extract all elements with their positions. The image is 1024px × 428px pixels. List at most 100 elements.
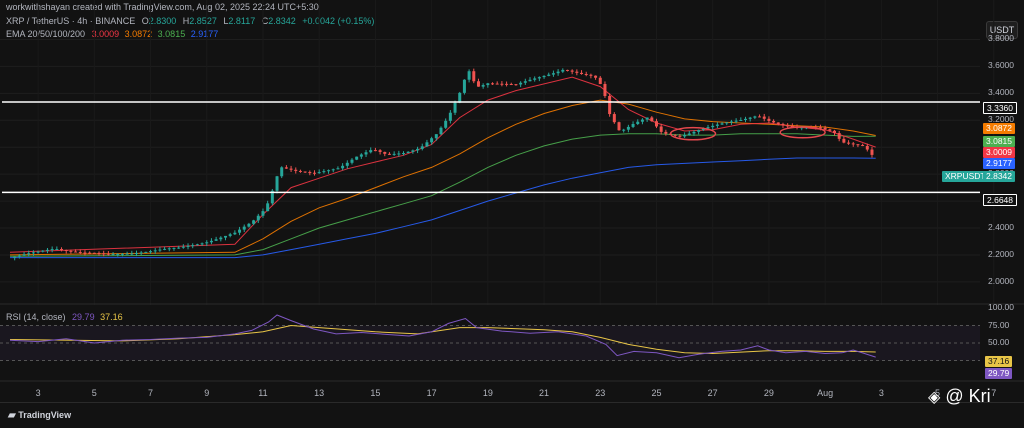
- open-value: 2.8300: [148, 16, 177, 26]
- candle-body: [45, 249, 49, 251]
- rsi-value: 29.79: [72, 312, 95, 322]
- candle-body: [139, 252, 143, 254]
- candle-body: [622, 129, 626, 131]
- candle-body: [144, 251, 148, 253]
- candle-body: [252, 220, 256, 224]
- candle-body: [505, 83, 509, 85]
- open-label: O: [141, 16, 149, 26]
- time-tick-label: 15: [370, 388, 381, 398]
- candle-body: [837, 133, 841, 139]
- candle-body: [134, 253, 138, 255]
- candle-body: [500, 83, 504, 85]
- candle-body: [64, 249, 68, 251]
- candle-body: [772, 120, 776, 123]
- ema200-price-tag: 2.9177: [983, 158, 1015, 169]
- time-tick-label: 9: [204, 388, 210, 398]
- candle-body: [411, 150, 415, 152]
- candle-body: [31, 252, 35, 254]
- highlight-zone-0: [669, 126, 717, 141]
- candle-body: [683, 135, 687, 137]
- candle-body: [612, 114, 616, 123]
- candle-body: [781, 123, 785, 126]
- price-tick-label: 3.8000: [988, 33, 1014, 44]
- candle-body: [767, 118, 771, 121]
- candle-body: [336, 168, 340, 170]
- candle-body: [556, 71, 560, 74]
- candle-body: [706, 127, 710, 129]
- time-tick-label: 5: [935, 388, 941, 398]
- ema-legend[interactable]: EMA 20/50/100/200 3.0009 3.0872 3.0815 2…: [6, 29, 218, 39]
- candle-body: [575, 71, 579, 73]
- candle-body: [153, 250, 157, 252]
- rsi-line: [9, 314, 876, 359]
- candle-body: [551, 73, 555, 75]
- candle-body: [219, 237, 223, 240]
- candle-body: [200, 243, 204, 245]
- candle-body: [509, 83, 513, 85]
- candle-body: [92, 252, 96, 254]
- candle-body: [383, 151, 387, 154]
- ema200-value: 2.9177: [190, 29, 219, 39]
- candle-body: [673, 134, 677, 136]
- footer-bar: [0, 402, 1024, 428]
- rsi-legend[interactable]: RSI (14, close) 29.79 37.16: [6, 312, 123, 322]
- candle-body: [565, 69, 569, 71]
- tradingview-branding[interactable]: ▰ TradingView: [8, 410, 71, 421]
- candle-body: [847, 142, 851, 144]
- high-label: H: [182, 16, 190, 26]
- rsi-chart[interactable]: [0, 304, 1024, 382]
- rsi-tick-label: 100.00: [988, 302, 1014, 312]
- candle-body: [322, 171, 326, 173]
- candle-body: [790, 126, 794, 128]
- candle-body: [261, 211, 265, 216]
- candle-body: [120, 253, 124, 255]
- candle-body: [308, 172, 312, 174]
- candle-body: [580, 72, 584, 74]
- candle-body: [476, 81, 480, 87]
- candle-body: [514, 84, 518, 86]
- time-tick-label: 7: [991, 388, 997, 398]
- candle-body: [645, 117, 649, 120]
- candle-body: [350, 159, 354, 163]
- candle-body: [828, 129, 832, 131]
- candle-body: [547, 74, 551, 76]
- candle-body: [186, 245, 190, 247]
- candle-body: [303, 171, 307, 173]
- watermark: ◈ @ Kri: [928, 386, 991, 407]
- candle-body: [870, 149, 874, 155]
- candle-body: [181, 246, 185, 248]
- candle-body: [786, 125, 790, 127]
- candle-body: [743, 118, 747, 121]
- candle-body: [594, 75, 598, 78]
- candle-body: [36, 251, 40, 253]
- candle-body: [589, 74, 593, 76]
- candle-body: [650, 117, 654, 122]
- candle-body: [762, 116, 766, 119]
- candle-body: [125, 253, 129, 255]
- candle-body: [345, 162, 349, 166]
- candle-body: [406, 151, 410, 154]
- candle-body: [373, 150, 377, 152]
- price-tick-label: 2.2000: [988, 248, 1014, 259]
- candle-body: [861, 145, 865, 147]
- candle-body: [626, 126, 630, 130]
- candle-body: [491, 83, 495, 85]
- ema100-price-tag: 3.0815: [983, 136, 1015, 147]
- price-tick-label: 3.4000: [988, 87, 1014, 98]
- price-tick-label: 2.4000: [988, 222, 1014, 232]
- candle-body: [317, 172, 321, 174]
- candle-body: [448, 112, 452, 121]
- candle-body: [402, 153, 406, 155]
- candle-body: [88, 252, 92, 254]
- candle-body: [748, 117, 752, 119]
- candle-body: [172, 247, 176, 249]
- candle-body: [725, 122, 729, 124]
- candle-body: [247, 223, 251, 227]
- symbol-price-tag: XRPUSDT: [942, 171, 989, 182]
- watermark-text: @ Kri: [945, 386, 991, 406]
- tradingview-logo-icon: ▰: [8, 410, 16, 421]
- price-chart[interactable]: [0, 0, 1024, 305]
- candle-body: [364, 152, 368, 155]
- rsi-tag: 29.79: [985, 368, 1013, 379]
- rsi-label: RSI (14, close): [6, 312, 66, 322]
